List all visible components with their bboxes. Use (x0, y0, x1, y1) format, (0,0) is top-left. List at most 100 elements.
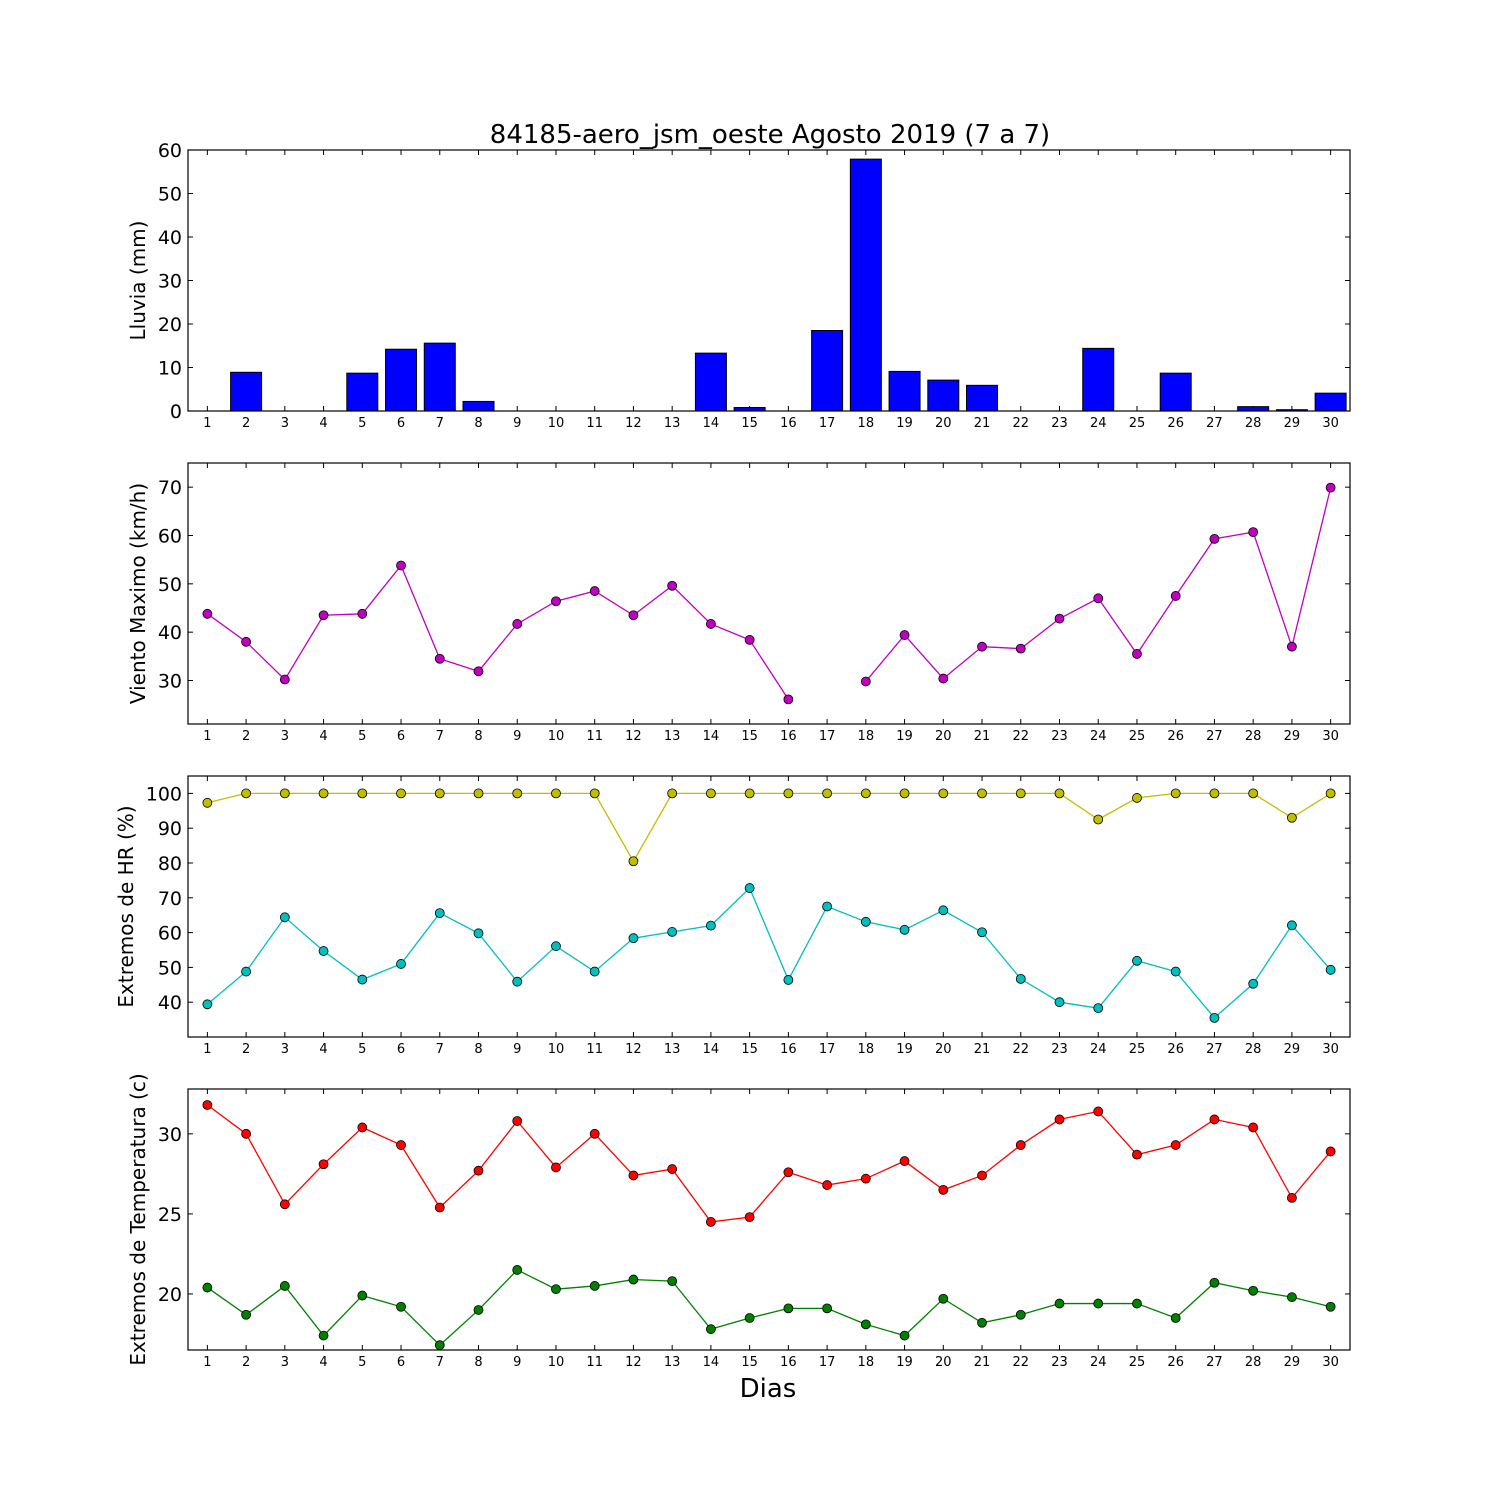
y-axis-label: Extremos de HR (%) (114, 805, 138, 1007)
data-point (357, 1122, 368, 1133)
data-point (1170, 966, 1181, 977)
y-tick-label: 25 (158, 1204, 182, 1226)
bar (1082, 347, 1115, 412)
x-tick-label: 12 (625, 1042, 642, 1057)
x-tick-label: 30 (1322, 416, 1339, 431)
y-tick-label: 80 (158, 853, 182, 875)
data-point (589, 966, 600, 977)
x-tick-label: 13 (664, 1355, 681, 1370)
data-point (938, 673, 949, 684)
x-tick-label: 26 (1167, 1355, 1184, 1370)
x-tick-label: 2 (242, 416, 250, 431)
bar (230, 371, 263, 412)
data-point (1093, 814, 1104, 825)
y-axis-label: Lluvia (mm) (126, 221, 150, 341)
data-point (202, 1282, 213, 1293)
x-tick-label: 10 (548, 416, 565, 431)
y-tick-label: 40 (158, 992, 182, 1014)
data-point (860, 1173, 871, 1184)
y-tick-label: 70 (158, 888, 182, 910)
data-point (396, 560, 406, 571)
data-point (202, 797, 213, 808)
data-point (1248, 527, 1259, 538)
x-tick-label: 2 (242, 729, 250, 744)
data-point (241, 1128, 252, 1139)
x-tick-label: 13 (664, 416, 681, 431)
x-tick-label: 12 (625, 416, 642, 431)
y-tick-label: 50 (158, 574, 182, 596)
data-point (744, 1212, 755, 1222)
data-point (899, 788, 910, 799)
series-line (206, 1269, 1331, 1347)
x-tick-label: 14 (703, 416, 720, 431)
data-point (589, 1281, 600, 1291)
data-point (1054, 997, 1065, 1008)
x-tick-label: 5 (358, 1355, 366, 1370)
x-tick-label: 9 (513, 1355, 521, 1370)
data-point (318, 610, 329, 621)
x-tick-label: 29 (1284, 729, 1301, 744)
data-point (551, 1162, 561, 1173)
data-point (938, 905, 949, 916)
data-point (318, 946, 329, 956)
x-tick-label: 14 (703, 1355, 720, 1370)
data-point (1093, 1003, 1104, 1014)
x-tick-label: 11 (586, 729, 603, 744)
x-tick-label: 12 (625, 729, 642, 744)
data-point (744, 635, 755, 645)
data-point (396, 788, 406, 799)
data-point (551, 941, 561, 952)
x-tick-label: 1 (203, 1355, 211, 1370)
data-point (783, 788, 794, 799)
data-point (822, 788, 832, 799)
y-tick-label: 70 (158, 477, 182, 499)
x-tick-label: 15 (741, 416, 758, 431)
x-tick-label: 24 (1090, 416, 1107, 431)
data-point (783, 694, 794, 705)
data-point (551, 596, 561, 607)
data-point (551, 1284, 561, 1295)
x-tick-label: 16 (780, 729, 797, 744)
data-point (1170, 788, 1181, 799)
plot-frame (187, 149, 1351, 412)
y-tick-label: 30 (158, 271, 182, 293)
data-point (241, 1309, 252, 1320)
x-tick-label: 17 (819, 416, 836, 431)
x-tick-label: 9 (513, 416, 521, 431)
x-tick-label: 17 (819, 729, 836, 744)
data-point (667, 1164, 678, 1174)
x-tick-label: 11 (586, 416, 603, 431)
figure-title: 84185-aero_jsm_oeste Agosto 2019 (7 a 7) (490, 120, 1050, 150)
x-tick-label: 21 (974, 416, 991, 431)
data-point (706, 1324, 716, 1335)
x-tick-label: 15 (741, 1355, 758, 1370)
data-point (279, 1281, 290, 1291)
series-line (206, 886, 1332, 1019)
x-tick-label: 5 (358, 1042, 366, 1057)
data-point (977, 1170, 987, 1181)
x-tick-label: 22 (1012, 729, 1029, 744)
bar (694, 352, 727, 412)
data-point (667, 1276, 678, 1287)
x-tick-label: 4 (319, 1355, 327, 1370)
x-tick-label: 23 (1051, 416, 1068, 431)
data-point (899, 630, 910, 640)
data-point (1287, 812, 1297, 823)
data-point (667, 788, 678, 799)
x-tick-label: 28 (1245, 1042, 1262, 1057)
y-axis-label: Extremos de Temperatura (c) (126, 1073, 150, 1365)
x-tick-label: 18 (858, 416, 875, 431)
x-tick-label: 25 (1129, 1042, 1146, 1057)
data-point (1209, 1012, 1220, 1023)
x-tick-label: 8 (474, 729, 482, 744)
data-point (1093, 1106, 1104, 1117)
data-point (1287, 1292, 1297, 1303)
data-point (357, 974, 368, 985)
data-point (977, 788, 987, 799)
x-tick-label: 5 (358, 416, 366, 431)
y-tick-label: 20 (158, 314, 182, 336)
x-tick-label: 27 (1206, 729, 1223, 744)
x-tick-label: 13 (664, 1042, 681, 1057)
data-point (473, 788, 484, 799)
